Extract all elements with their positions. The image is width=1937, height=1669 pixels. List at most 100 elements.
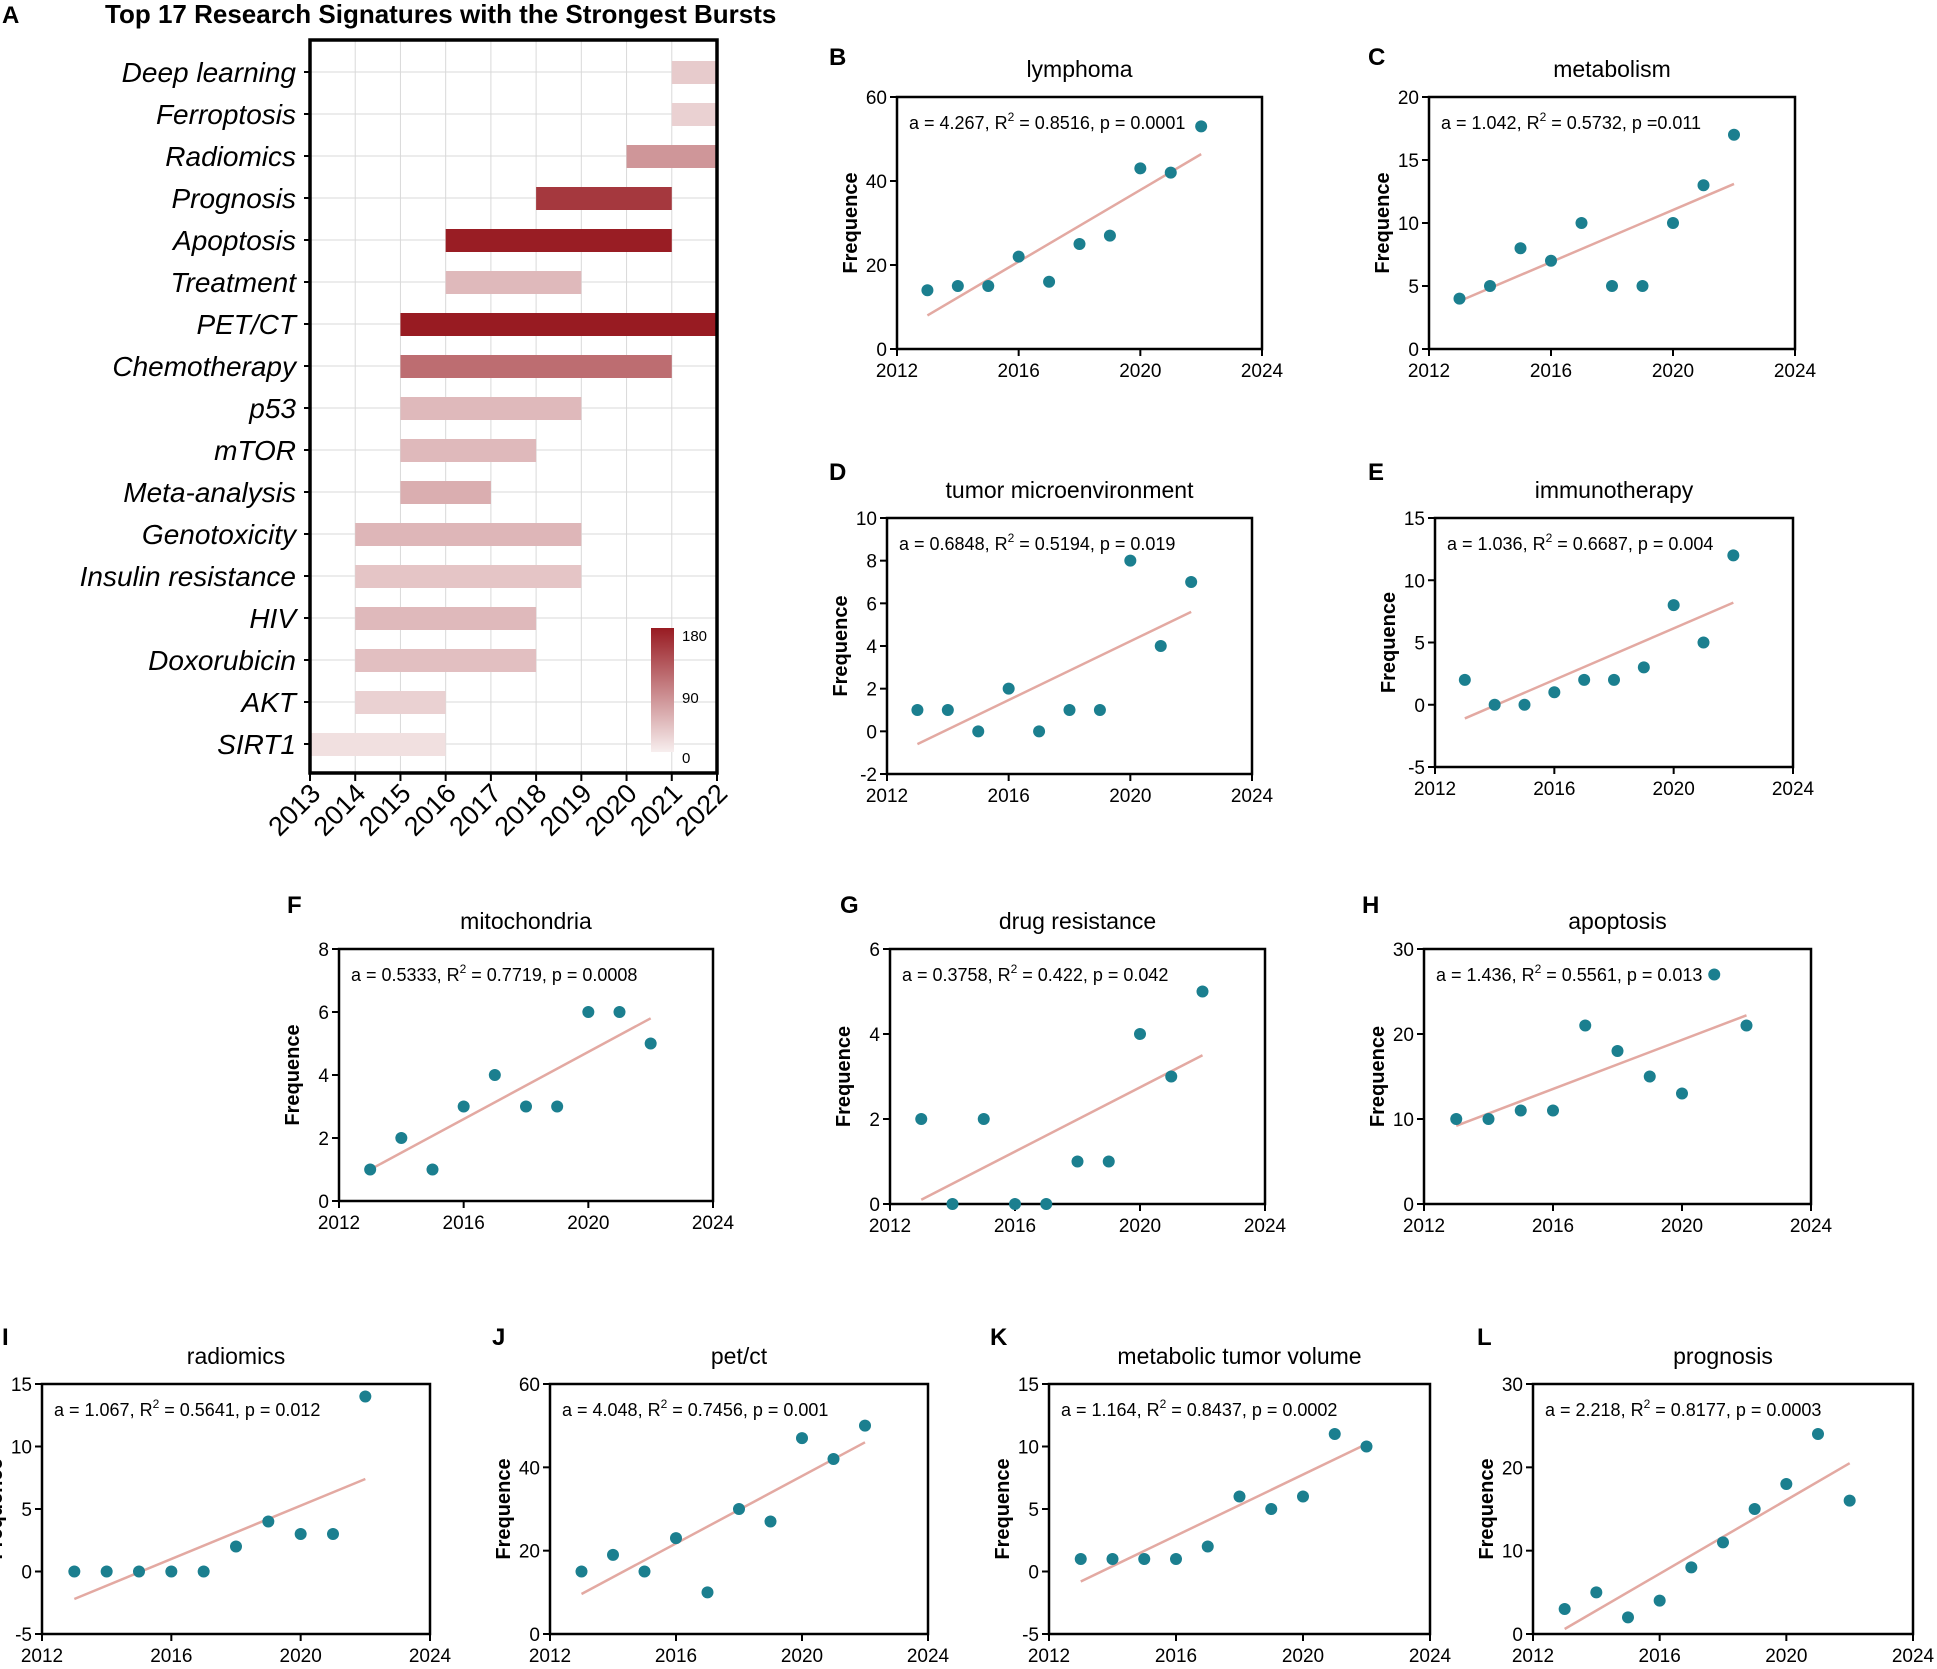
- data-point: [1009, 1198, 1021, 1210]
- y-tick-label: 0: [1414, 696, 1425, 717]
- annotation-superscript: 2: [1540, 110, 1547, 124]
- data-point: [1484, 280, 1496, 292]
- annotation-superscript: 2: [1546, 531, 1553, 545]
- data-point: [1297, 1490, 1309, 1503]
- annotation-main: a = 1.067, R: [54, 1400, 153, 1420]
- x-tick-label: 2020: [1653, 779, 1695, 800]
- data-point: [1106, 1553, 1119, 1565]
- x-tick-label: 2016: [994, 1216, 1036, 1237]
- burst-bar: [355, 565, 582, 588]
- chart-title: mitochondria: [460, 908, 592, 934]
- burst-label: Deep learning: [122, 57, 297, 88]
- chart-title: prognosis: [1673, 1343, 1773, 1369]
- burst-label: mTOR: [214, 435, 296, 466]
- x-tick-label: 2024: [409, 1646, 452, 1667]
- data-point: [364, 1163, 377, 1176]
- fit-annotation: a = 4.048, R2 = 0.7456, p = 0.001: [562, 1397, 828, 1420]
- annotation-superscript: 2: [1011, 962, 1018, 976]
- chart-title: tumor microenvironment: [946, 477, 1195, 503]
- burst-bar: [671, 103, 717, 126]
- panel-letter-f: F: [287, 892, 302, 919]
- burst-bar: [355, 607, 537, 630]
- annotation-rest: = 0.5561, p = 0.013: [1541, 965, 1702, 985]
- burst-bar: [626, 145, 717, 168]
- y-tick-label: 10: [11, 1438, 32, 1459]
- y-tick-label: 5: [1414, 634, 1425, 655]
- annotation-main: a = 4.048, R: [562, 1400, 661, 1420]
- y-axis-label: Frequence: [493, 1458, 515, 1559]
- data-point: [1134, 162, 1147, 175]
- data-point: [1514, 1104, 1527, 1117]
- data-point: [1637, 661, 1650, 674]
- fit-annotation: a = 4.267, R2 = 0.8516, p = 0.0001: [909, 110, 1185, 133]
- x-tick-label: 2020: [579, 778, 643, 842]
- panel-letter-l: L: [1477, 1324, 1492, 1351]
- x-tick-label: 2021: [624, 778, 688, 842]
- legend-tick-label: 0: [682, 750, 690, 767]
- x-tick-label: 2016: [988, 786, 1030, 807]
- y-tick-label: 30: [1393, 940, 1414, 961]
- y-tick-label: 4: [869, 1025, 880, 1046]
- data-point: [520, 1100, 532, 1113]
- annotation-main: a = 4.267, R: [909, 113, 1008, 133]
- annotation-rest: = 0.8516, p = 0.0001: [1014, 113, 1185, 133]
- annotation-superscript: 2: [1008, 110, 1015, 124]
- data-point: [582, 1006, 595, 1018]
- x-tick-label: 2020: [1652, 361, 1694, 382]
- data-point: [1590, 1586, 1603, 1599]
- data-point: [100, 1565, 113, 1578]
- panel-letter-d: D: [829, 459, 846, 486]
- data-point: [1265, 1503, 1278, 1515]
- y-tick-label: 15: [1398, 151, 1419, 172]
- burst-bar: [400, 439, 537, 462]
- annotation-rest: = 0.8177, p = 0.0003: [1650, 1400, 1821, 1420]
- annotation-main: a = 1.042, R: [1441, 113, 1540, 133]
- data-point: [230, 1540, 242, 1553]
- x-tick-label: 2016: [998, 361, 1040, 382]
- data-point: [1622, 1611, 1634, 1624]
- data-point: [827, 1453, 840, 1465]
- data-point: [1545, 254, 1557, 267]
- burst-bar: [310, 733, 446, 756]
- burst-bar: [355, 691, 446, 714]
- data-point: [1558, 1603, 1571, 1615]
- data-point: [638, 1565, 651, 1578]
- burst-bar: [400, 355, 672, 378]
- data-point: [670, 1532, 682, 1545]
- data-point: [1611, 1045, 1624, 1057]
- y-tick-label: 10: [1404, 571, 1425, 592]
- data-point: [1124, 554, 1137, 567]
- y-tick-label: 6: [866, 594, 877, 615]
- y-tick-label: 0: [318, 1192, 329, 1213]
- y-axis-label: Frequence: [282, 1024, 304, 1125]
- regression-line: [1455, 1014, 1747, 1127]
- x-tick-label: 2016: [1530, 361, 1572, 382]
- fit-annotation: a = 2.218, R2 = 0.8177, p = 0.0003: [1545, 1397, 1821, 1420]
- data-point: [1170, 1553, 1182, 1565]
- burst-bar: [400, 397, 582, 420]
- data-point: [294, 1528, 307, 1540]
- y-tick-label: 0: [1512, 1625, 1523, 1646]
- x-tick-label: 2016: [1532, 1216, 1574, 1237]
- data-point: [1201, 1540, 1214, 1553]
- data-point: [607, 1548, 619, 1561]
- x-tick-label: 2013: [263, 778, 327, 842]
- y-tick-label: 40: [519, 1458, 540, 1479]
- y-axis-label: Frequence: [1372, 172, 1394, 273]
- data-point: [1043, 275, 1056, 288]
- fit-annotation: a = 1.436, R2 = 0.5561, p = 0.013: [1436, 962, 1702, 985]
- x-tick-label: 2020: [781, 1646, 823, 1667]
- plot-frame: [40, 1382, 432, 1636]
- y-axis-label: Frequence: [1367, 1026, 1389, 1127]
- data-point: [1233, 1490, 1246, 1503]
- annotation-rest: = 0.6687, p = 0.004: [1552, 534, 1713, 554]
- burst-label: SIRT1: [217, 729, 296, 760]
- chart-title: drug resistance: [999, 908, 1156, 934]
- y-tick-label: 0: [1028, 1563, 1039, 1584]
- panel-letter-a: A: [2, 2, 19, 29]
- x-tick-label: 2024: [1790, 1216, 1833, 1237]
